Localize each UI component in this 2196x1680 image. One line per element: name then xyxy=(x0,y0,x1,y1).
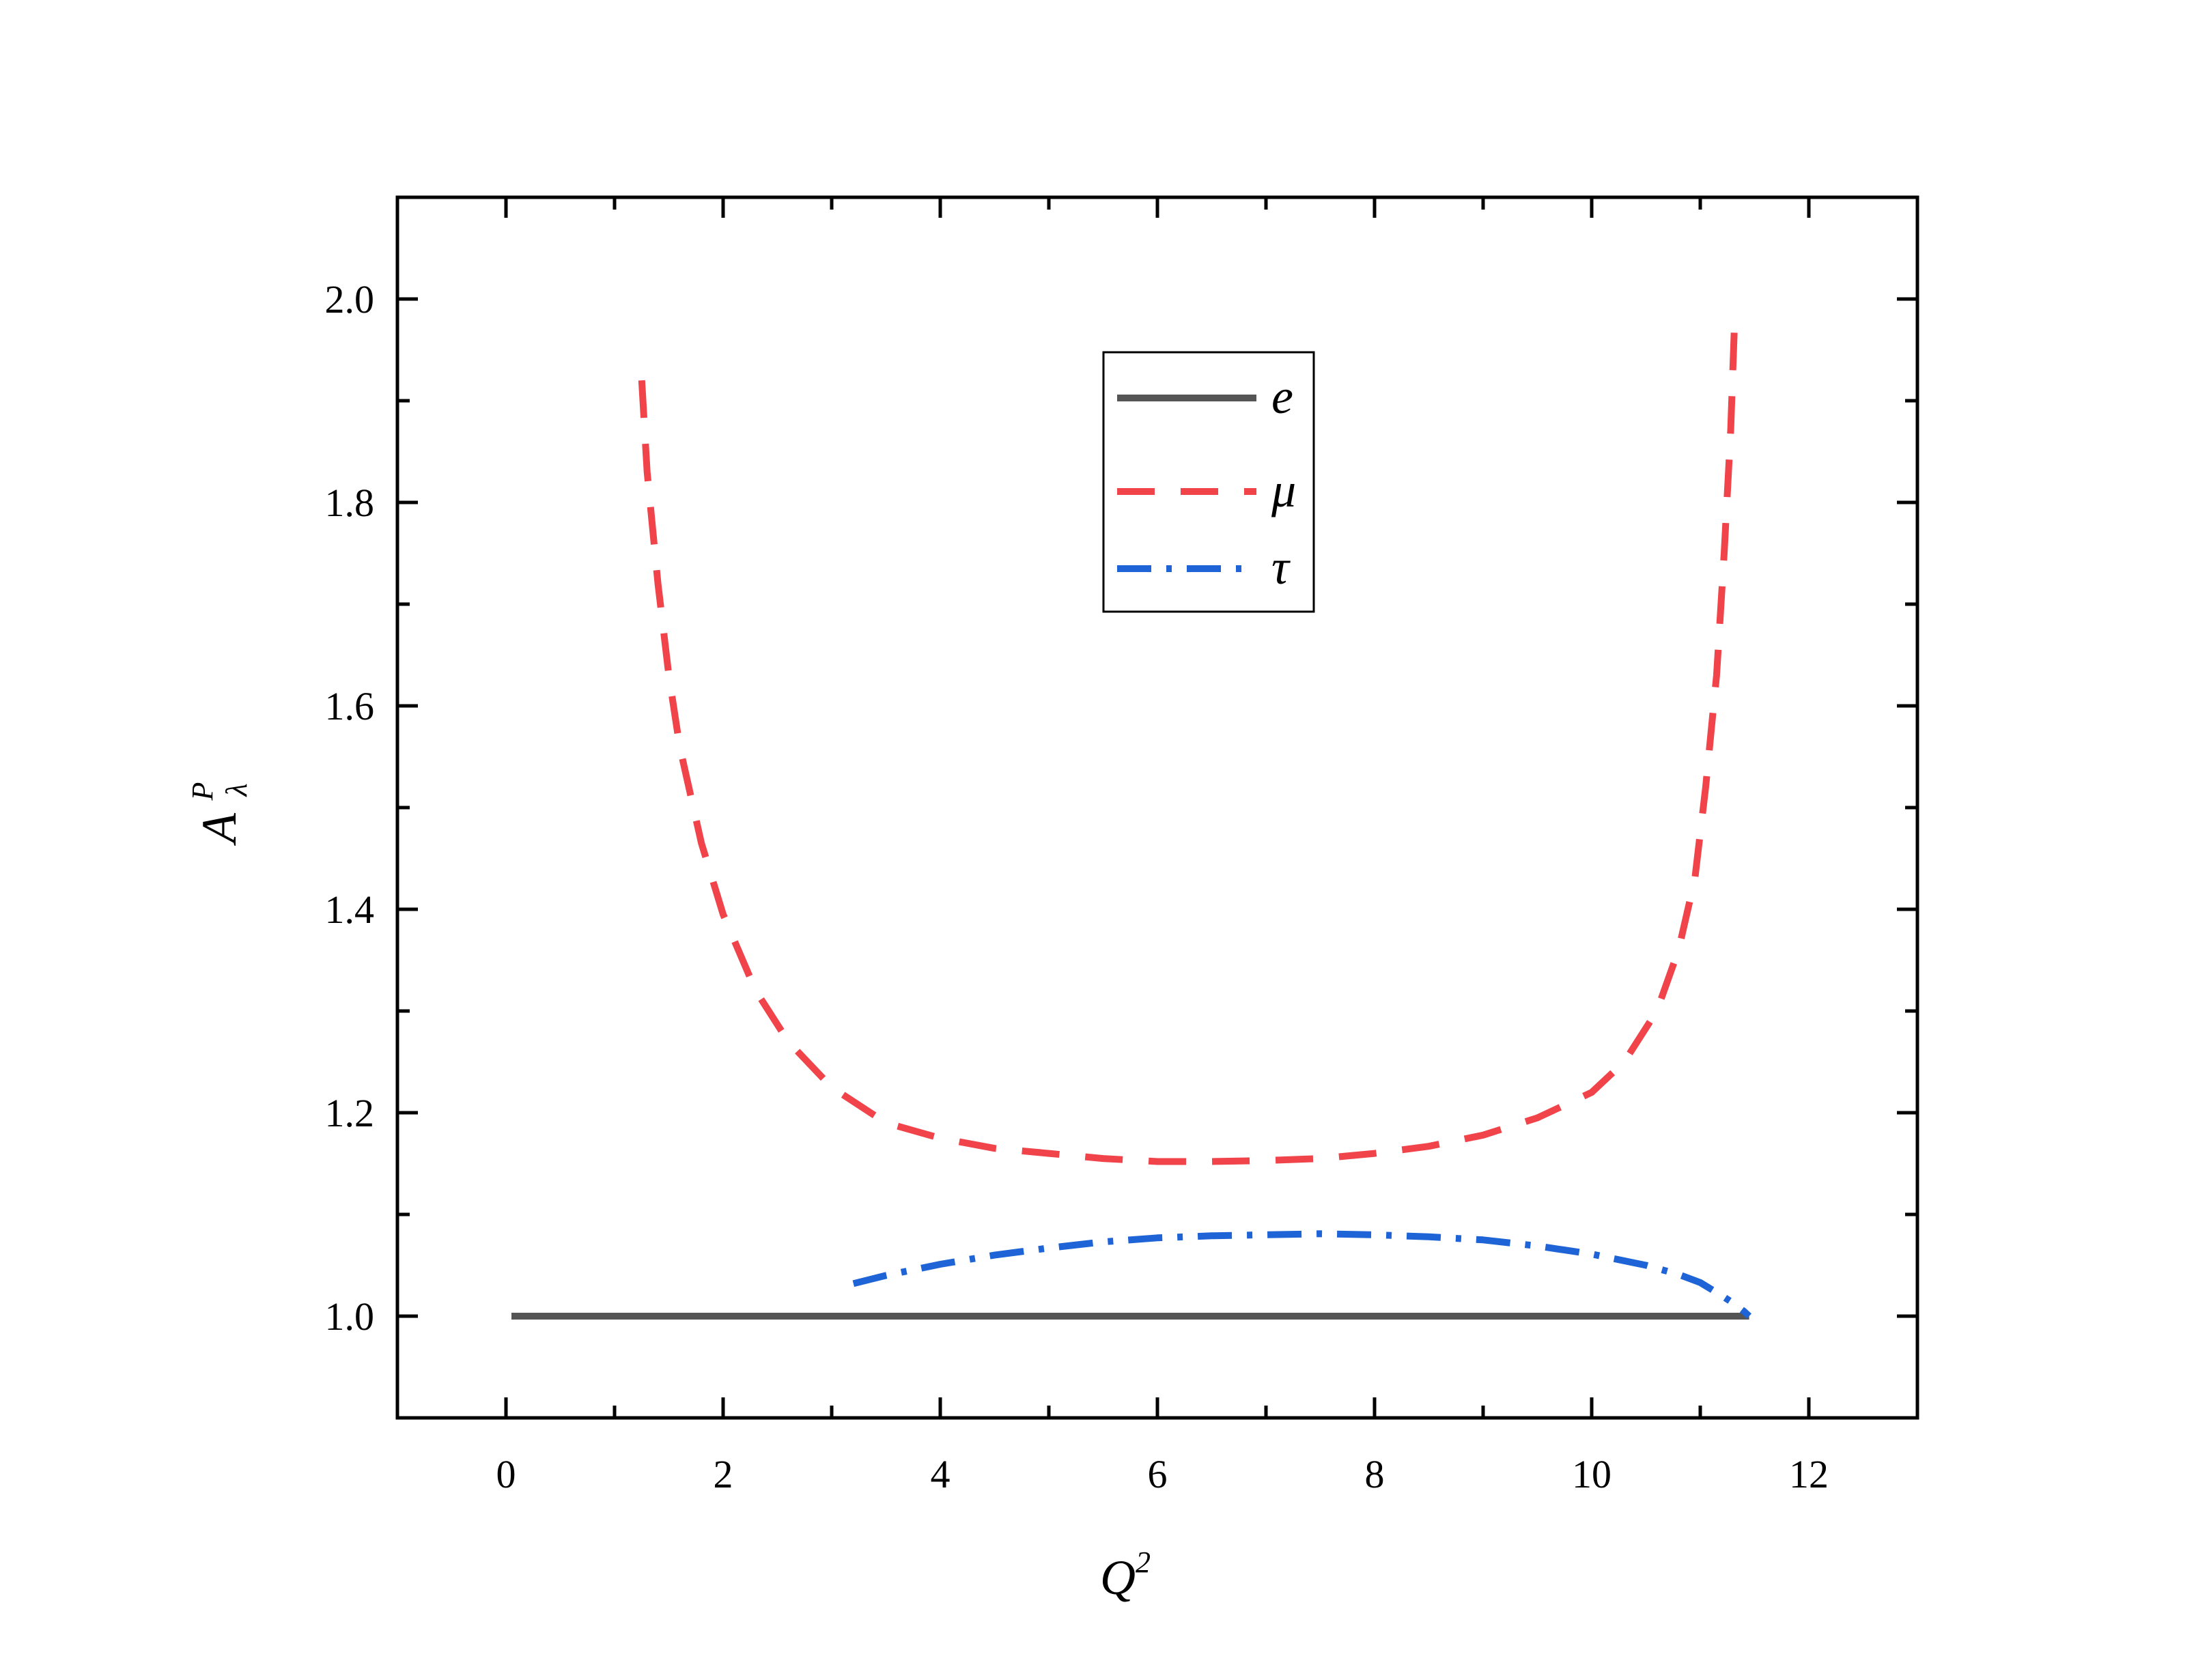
y-axis-title-superscript: P xyxy=(186,782,219,801)
y-tick-label: 1.6 xyxy=(325,684,375,728)
x-tick-label: 10 xyxy=(1572,1452,1611,1496)
x-tick-label: 8 xyxy=(1365,1452,1385,1496)
axes-layer xyxy=(395,195,1919,1420)
series-layer xyxy=(511,309,1751,1320)
legend: eμτ xyxy=(1102,351,1315,613)
x-axis-title-main: Q xyxy=(1100,1550,1136,1605)
x-axis-title: Q2 xyxy=(1100,1546,1151,1605)
y-axis-title-subscript: λ xyxy=(220,783,253,797)
y-axis-title-main: A xyxy=(192,812,247,846)
x-tick-label: 12 xyxy=(1789,1452,1829,1496)
y-tick-label: 1.0 xyxy=(325,1294,375,1339)
y-axis-title: AP λ xyxy=(186,782,253,846)
x-tick-label: 0 xyxy=(496,1452,516,1496)
x-tick-label: 6 xyxy=(1148,1452,1168,1496)
y-tick-label: 2.0 xyxy=(325,277,375,322)
x-tick-label: 2 xyxy=(714,1452,733,1496)
y-tick-label: 1.8 xyxy=(325,481,375,525)
series-line-2 xyxy=(638,309,1738,1165)
x-axis-title-superscript: 2 xyxy=(1136,1546,1151,1579)
legend-label-3: τ xyxy=(1271,540,1291,595)
legend-label-2: μ xyxy=(1271,463,1296,517)
y-tick-label: 1.4 xyxy=(325,887,375,932)
y-tick-label: 1.2 xyxy=(325,1091,375,1135)
x-tick-label: 4 xyxy=(931,1452,951,1496)
legend-label-1: e xyxy=(1271,369,1293,424)
series-line-3 xyxy=(852,1230,1751,1319)
